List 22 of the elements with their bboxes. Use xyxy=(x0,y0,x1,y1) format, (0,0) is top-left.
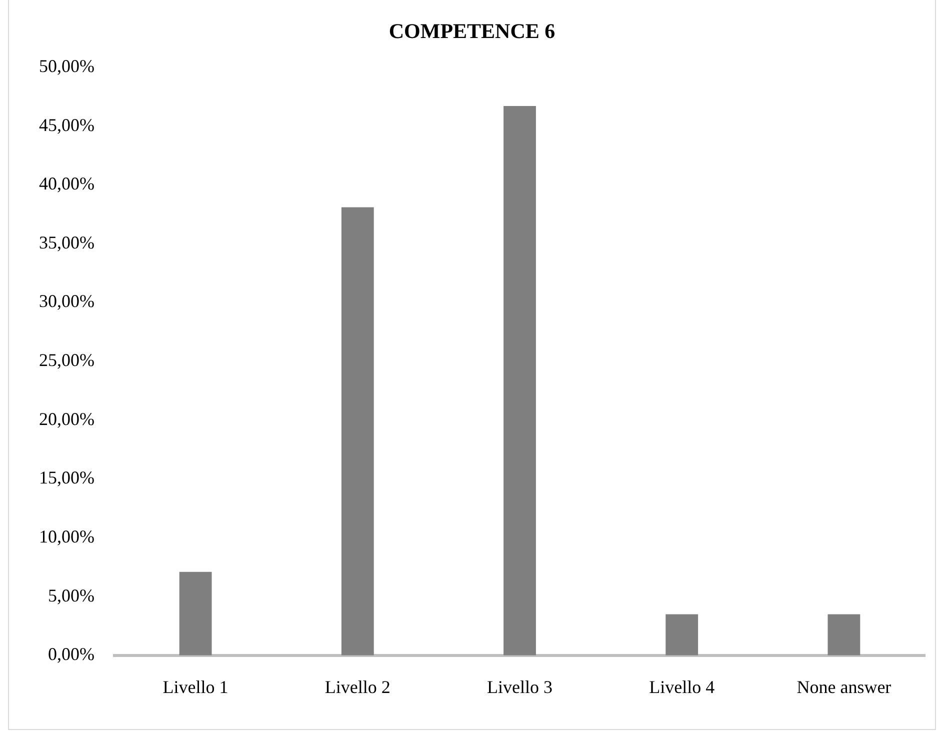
y-tick-label: 20,00% xyxy=(38,408,94,429)
x-tick-label: Livello 2 xyxy=(324,676,390,697)
y-tick-label: 45,00% xyxy=(38,114,94,135)
bar xyxy=(179,572,212,656)
chart-title: COMPETENCE 6 xyxy=(388,19,556,44)
bar xyxy=(341,207,374,656)
bar xyxy=(666,614,698,656)
y-tick-label: 5,00% xyxy=(48,585,94,606)
bar xyxy=(828,614,860,656)
y-tick-label: 35,00% xyxy=(38,232,94,252)
y-tick-label: 15,00% xyxy=(38,468,94,488)
x-tick-label: Livello 1 xyxy=(162,676,228,697)
x-tick-label: None answer xyxy=(796,676,892,697)
y-tick-label: 25,00% xyxy=(38,350,94,370)
bar xyxy=(504,106,536,656)
y-tick-label: 30,00% xyxy=(38,291,94,312)
y-tick-label: 10,00% xyxy=(38,526,94,546)
x-tick-label: Livello 4 xyxy=(649,676,715,697)
x-tick-label: Livello 3 xyxy=(486,676,552,697)
y-tick-label: 50,00% xyxy=(38,56,94,76)
y-tick-label: 0,00% xyxy=(48,644,94,664)
y-tick-label: 40,00% xyxy=(38,174,94,194)
